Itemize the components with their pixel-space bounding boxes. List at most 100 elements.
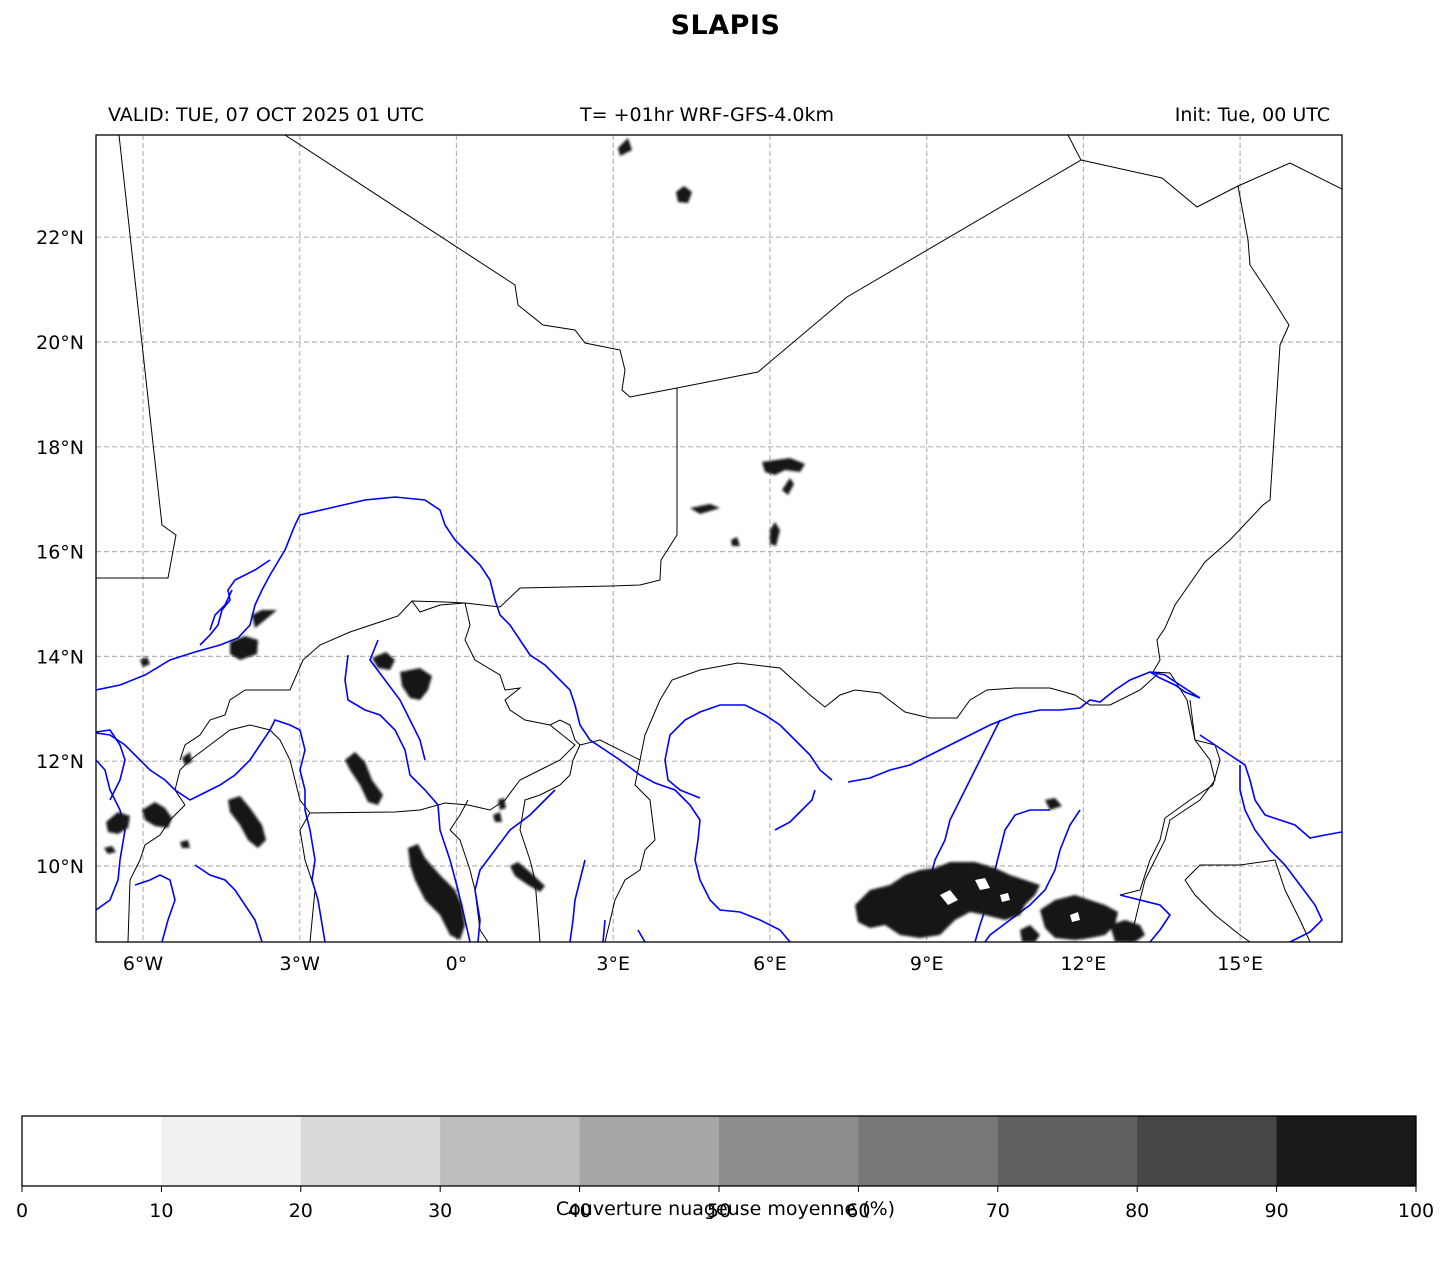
forecast-hour-label: T= +01hr WRF-GFS-4.0km bbox=[580, 104, 834, 126]
map-gridlines bbox=[96, 135, 1342, 942]
colorbar-tick-label: 10 bbox=[149, 1200, 173, 1222]
colorbar-swatch bbox=[440, 1116, 581, 1186]
border-niger-nigeria bbox=[579, 662, 1161, 761]
cloud-cell bbox=[676, 186, 692, 203]
longitude-labels: 6°W 3°W 0° 3°E 6°E 9°E 12°E 15°E bbox=[123, 953, 1263, 975]
border-benin-togo bbox=[519, 744, 581, 942]
border-nigeria-cameroon bbox=[1129, 699, 1216, 942]
country-borders bbox=[96, 135, 1342, 942]
cloud-cell bbox=[180, 840, 190, 848]
colorbar-tick-label: 0 bbox=[16, 1200, 28, 1222]
hadejia bbox=[929, 719, 1001, 881]
colorbar-swatch bbox=[719, 1116, 859, 1186]
volta-black bbox=[344, 654, 471, 942]
cloud-cell bbox=[762, 458, 805, 475]
cloud-cell bbox=[618, 138, 632, 156]
latitude-tick-label: 18°N bbox=[36, 437, 84, 459]
colorbar-tick-label: 100 bbox=[1398, 1200, 1434, 1222]
inland-channel bbox=[209, 589, 233, 631]
colorbar-tick-label: 30 bbox=[428, 1200, 452, 1222]
colorbar-swatch bbox=[1276, 1116, 1417, 1186]
border-mali-burkina-west bbox=[179, 689, 246, 761]
map-title: SLAPIS bbox=[670, 10, 781, 41]
colorbar-swatch bbox=[997, 1116, 1138, 1186]
benue-upper bbox=[984, 809, 1081, 942]
cloud-cell bbox=[1110, 920, 1145, 942]
longitude-tick-label: 12°E bbox=[1061, 953, 1107, 975]
cloud-cell bbox=[230, 636, 258, 660]
gongola bbox=[974, 809, 1050, 942]
map-background bbox=[96, 135, 1342, 942]
border-mali-mauritania bbox=[96, 135, 177, 579]
border-algeria-mali bbox=[284, 135, 1082, 398]
colorbar-tick-label: 90 bbox=[1265, 1200, 1289, 1222]
niger-inner-delta-branch bbox=[96, 719, 326, 942]
longitude-tick-label: 6°W bbox=[123, 953, 164, 975]
border-burkina-niger-east bbox=[464, 602, 581, 746]
bani-river bbox=[96, 729, 126, 801]
colorbar-tick-label: 40 bbox=[568, 1200, 592, 1222]
colorbar-swatch bbox=[161, 1116, 302, 1186]
cloud-cell bbox=[182, 752, 192, 765]
colorbar-tick-label: 50 bbox=[707, 1200, 731, 1222]
init-time-label: Init: Tue, 00 UTC bbox=[1174, 104, 1330, 126]
border-cameroon-chad-south bbox=[1184, 859, 1311, 942]
cloud-gaps bbox=[940, 878, 1080, 922]
latitude-tick-label: 12°N bbox=[36, 751, 84, 773]
coastal-stream bbox=[637, 929, 646, 942]
latitude-tick-label: 22°N bbox=[36, 227, 84, 249]
valid-time-label: VALID: TUE, 07 OCT 2025 01 UTC bbox=[108, 104, 424, 126]
colorbar-tick-label: 20 bbox=[289, 1200, 313, 1222]
lake-chad-shore bbox=[1149, 671, 1201, 699]
colorbar-tick-label: 80 bbox=[1125, 1200, 1149, 1222]
cloud-cell bbox=[1020, 925, 1040, 942]
longitude-tick-label: 9°E bbox=[910, 953, 944, 975]
cloud-cell bbox=[142, 802, 172, 828]
cloud-cell bbox=[106, 812, 130, 834]
cloud-cell bbox=[104, 846, 116, 854]
longitude-tick-label: 6°E bbox=[753, 953, 787, 975]
benue-east bbox=[1119, 894, 1172, 942]
colorbar-swatch bbox=[579, 1116, 720, 1186]
latitude-tick-label: 14°N bbox=[36, 646, 84, 668]
cloud-cell bbox=[731, 537, 740, 546]
latitude-tick-label: 16°N bbox=[36, 542, 84, 564]
colorbar-swatch bbox=[858, 1116, 999, 1186]
cloud-cell bbox=[372, 652, 395, 670]
kaduna-river bbox=[774, 789, 816, 831]
cloud-cell bbox=[493, 812, 502, 822]
border-niger-mali bbox=[245, 388, 678, 691]
border-chad-niger bbox=[1119, 185, 1290, 896]
niger-delta-stream bbox=[602, 919, 606, 942]
colorbar: 0 10 20 30 40 50 60 70 80 90 100 bbox=[16, 1115, 1434, 1222]
colorbar-tick-label: 60 bbox=[846, 1200, 870, 1222]
border-chad-car bbox=[1184, 879, 1251, 942]
colorbar-swatch bbox=[22, 1116, 162, 1186]
sokoto-river bbox=[664, 704, 833, 799]
niger-river bbox=[96, 496, 791, 942]
chari-logone bbox=[1199, 734, 1342, 839]
cloud-cell bbox=[690, 504, 720, 514]
border-burkina-niger bbox=[411, 600, 466, 613]
longitude-tick-label: 3°W bbox=[280, 953, 321, 975]
volta-white bbox=[369, 639, 426, 761]
longitude-tick-label: 3°E bbox=[596, 953, 630, 975]
latitude-tick-label: 10°N bbox=[36, 856, 84, 878]
cloud-cell bbox=[782, 478, 794, 495]
rivers bbox=[96, 496, 1342, 942]
cloud-cell bbox=[345, 752, 383, 805]
map-frame bbox=[95, 134, 1343, 943]
cloud-cell bbox=[408, 844, 465, 940]
cloud-cell bbox=[252, 610, 277, 628]
senegal-upper bbox=[96, 759, 126, 911]
border-ghana-ivory bbox=[299, 812, 316, 942]
colorbar-label: Couverture nuageuse moyenne (%) bbox=[555, 1198, 896, 1220]
cloud-cell bbox=[400, 668, 432, 700]
border-nigeria-benin bbox=[604, 759, 656, 942]
latitude-labels: 10°N 12°N 14°N 16°N 18°N 20°N 22°N bbox=[36, 227, 84, 878]
cloud-cell bbox=[498, 798, 506, 810]
mekrou bbox=[569, 859, 586, 942]
cloud-cell bbox=[1045, 798, 1062, 810]
cloud-cell bbox=[510, 862, 545, 892]
border-libya-chad bbox=[1080, 159, 1342, 208]
